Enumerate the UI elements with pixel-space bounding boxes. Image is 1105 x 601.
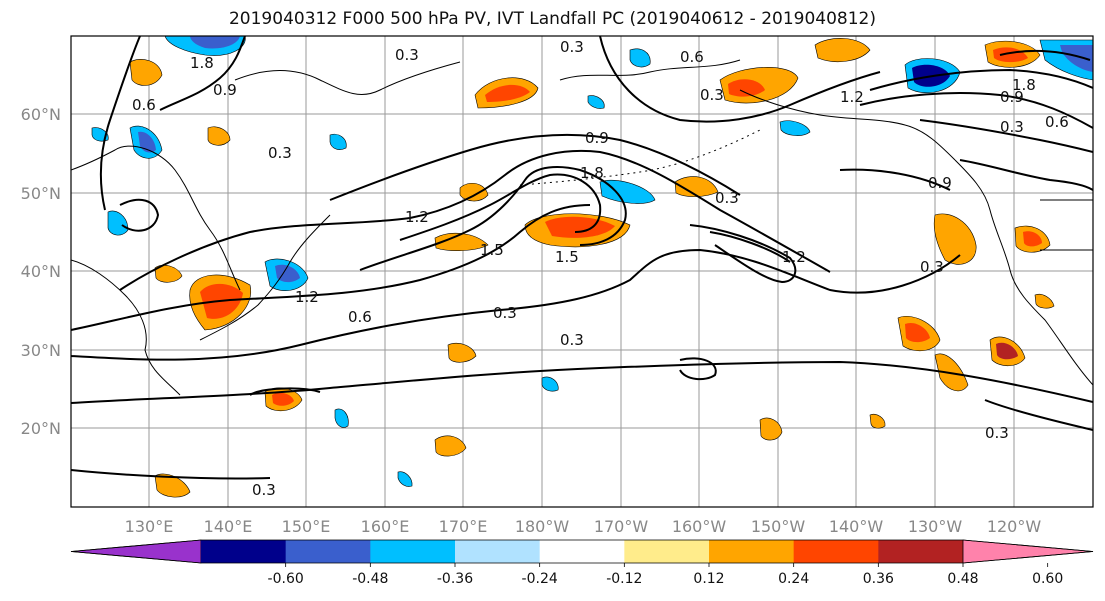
longitude-label: 130°W xyxy=(908,517,963,536)
longitude-label: 120°W xyxy=(987,517,1042,536)
colorbar-tick-label: -0.60 xyxy=(268,571,304,587)
map-title: 2019040312 F000 500 hPa PV, IVT Landfall… xyxy=(228,9,876,29)
colorbar-outline xyxy=(70,539,1094,564)
colorbar-segment xyxy=(370,540,456,563)
longitude-label: 150°E xyxy=(282,517,331,536)
contour-labels: 0.3 0.3 0.3 0.3 0.3 0.3 0.3 0.3 0.3 0.3 … xyxy=(132,38,1069,499)
colorbar-segment xyxy=(455,540,541,563)
map-border xyxy=(70,35,1094,508)
longitude-label: 150°W xyxy=(751,517,806,536)
shading-positive xyxy=(129,38,1055,498)
contour-label: 0.3 xyxy=(560,331,584,349)
contour-label: 0.3 xyxy=(268,144,292,162)
contour-label: 0.3 xyxy=(1000,118,1024,136)
longitude-label: 160°W xyxy=(672,517,727,536)
coastlines xyxy=(71,59,1093,396)
longitude-label: 140°W xyxy=(829,517,884,536)
contour-label: 0.3 xyxy=(715,189,739,207)
contour-label: 0.6 xyxy=(680,48,704,66)
contour-label: 0.3 xyxy=(395,46,419,64)
colorbar-labels: -0.60 -0.48 -0.36 -0.24 -0.12 0.12 0.24 0.36 0.4… xyxy=(268,563,1063,587)
colorbar-segment xyxy=(285,540,371,563)
colorbar-tick-label: -0.48 xyxy=(352,571,388,587)
colorbar-tick-label: 0.48 xyxy=(947,571,978,587)
contour-label: 0.9 xyxy=(928,174,952,192)
contour-label: 1.8 xyxy=(1012,76,1036,94)
contour-label: 0.9 xyxy=(585,129,609,147)
colorbar-tick-label: -0.24 xyxy=(522,571,558,587)
longitude-label: 140°E xyxy=(204,517,253,536)
latitude-labels: 60°N 50°N 40°N 30°N 20°N xyxy=(21,105,61,438)
latitude-label: 20°N xyxy=(21,419,61,438)
colorbar-tick-label: 0.60 xyxy=(1032,571,1063,587)
contour-label: 0.3 xyxy=(252,481,276,499)
longitude-labels: 130°E 140°E 150°E 160°E 170°E 180°W 170°W 160°W… xyxy=(125,517,1042,536)
contour-label: 0.3 xyxy=(700,86,724,104)
colorbar-segment xyxy=(539,540,625,563)
contour-label: 0.3 xyxy=(985,424,1009,442)
contour-label: 0.9 xyxy=(213,81,237,99)
contour-label: 1.5 xyxy=(555,248,579,266)
longitude-label: 170°W xyxy=(594,517,649,536)
longitude-label: 170°E xyxy=(439,517,488,536)
contour-label: 0.3 xyxy=(560,38,584,56)
pv-contours xyxy=(71,36,1093,480)
colorbar-tick-label: 0.12 xyxy=(693,571,724,587)
contour-label: 0.6 xyxy=(132,96,156,114)
colorbar-segment xyxy=(201,540,287,563)
latitude-label: 50°N xyxy=(21,184,61,203)
contour-label: 1.8 xyxy=(190,54,214,72)
colorbar-tick-label: -0.36 xyxy=(437,571,473,587)
contour-label: 1.2 xyxy=(405,208,429,226)
contour-label: 1.8 xyxy=(580,164,604,182)
contour-label: 0.3 xyxy=(920,258,944,276)
contour-label: 0.6 xyxy=(1045,113,1069,131)
contour-label: 0.9 xyxy=(1000,88,1024,106)
contour-label: 1.2 xyxy=(295,288,319,306)
latitude-label: 30°N xyxy=(21,341,61,360)
contour-label: 1.5 xyxy=(480,241,504,259)
colorbar-tick-label: -0.12 xyxy=(606,571,642,587)
latitude-label: 40°N xyxy=(21,262,61,281)
contour-label: 0.3 xyxy=(493,304,517,322)
longitude-label: 160°E xyxy=(361,517,410,536)
colorbar-segment xyxy=(624,540,710,563)
colorbar-segment xyxy=(793,540,879,563)
contour-label: 1.2 xyxy=(840,88,864,106)
longitude-label: 180°W xyxy=(515,517,570,536)
colorbar-tick-label: 0.36 xyxy=(863,571,894,587)
colorbar-segment xyxy=(70,539,202,564)
colorbar xyxy=(70,539,1094,564)
contour-label: 0.6 xyxy=(348,308,372,326)
latitude-label: 60°N xyxy=(21,105,61,124)
colorbar-segment xyxy=(878,540,964,563)
colorbar-segment xyxy=(709,540,795,563)
colorbar-segment xyxy=(962,539,1094,564)
colorbar-tick-label: 0.24 xyxy=(778,571,809,587)
longitude-label: 130°E xyxy=(125,517,174,536)
contour-label: 1.2 xyxy=(782,248,806,266)
